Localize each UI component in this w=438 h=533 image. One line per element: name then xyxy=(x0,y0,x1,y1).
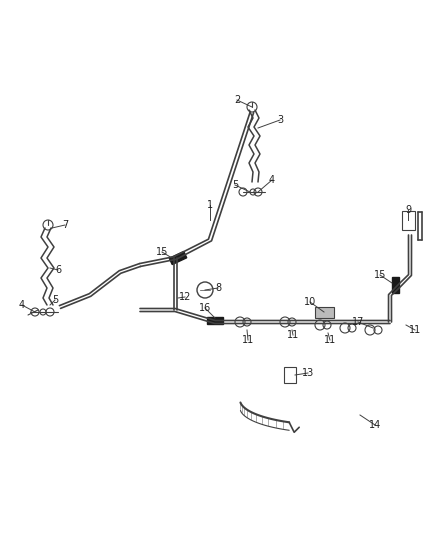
Text: 4: 4 xyxy=(269,175,275,185)
Bar xyxy=(169,252,187,264)
Text: 5: 5 xyxy=(52,295,58,305)
Text: 3: 3 xyxy=(277,115,283,125)
Text: 7: 7 xyxy=(62,220,68,230)
Text: 11: 11 xyxy=(287,330,299,340)
Bar xyxy=(207,317,223,324)
FancyBboxPatch shape xyxy=(284,367,296,383)
Text: 16: 16 xyxy=(199,303,211,313)
Text: 11: 11 xyxy=(242,335,254,345)
Text: 10: 10 xyxy=(304,297,316,307)
Text: 2: 2 xyxy=(234,95,240,105)
FancyBboxPatch shape xyxy=(314,306,333,318)
Text: 6: 6 xyxy=(55,265,61,275)
Text: 4: 4 xyxy=(19,300,25,310)
Text: 9: 9 xyxy=(405,205,411,215)
Text: 11: 11 xyxy=(409,325,421,335)
Text: 8: 8 xyxy=(215,283,221,293)
Text: 13: 13 xyxy=(302,368,314,378)
Text: 1: 1 xyxy=(207,200,213,210)
Text: 5: 5 xyxy=(232,180,238,190)
Text: 15: 15 xyxy=(374,270,386,280)
Text: 14: 14 xyxy=(369,420,381,430)
Bar xyxy=(392,277,399,293)
Text: 15: 15 xyxy=(156,247,168,257)
Text: 11: 11 xyxy=(324,335,336,345)
Text: 12: 12 xyxy=(179,292,191,302)
Text: 17: 17 xyxy=(352,317,364,327)
FancyBboxPatch shape xyxy=(402,211,414,230)
